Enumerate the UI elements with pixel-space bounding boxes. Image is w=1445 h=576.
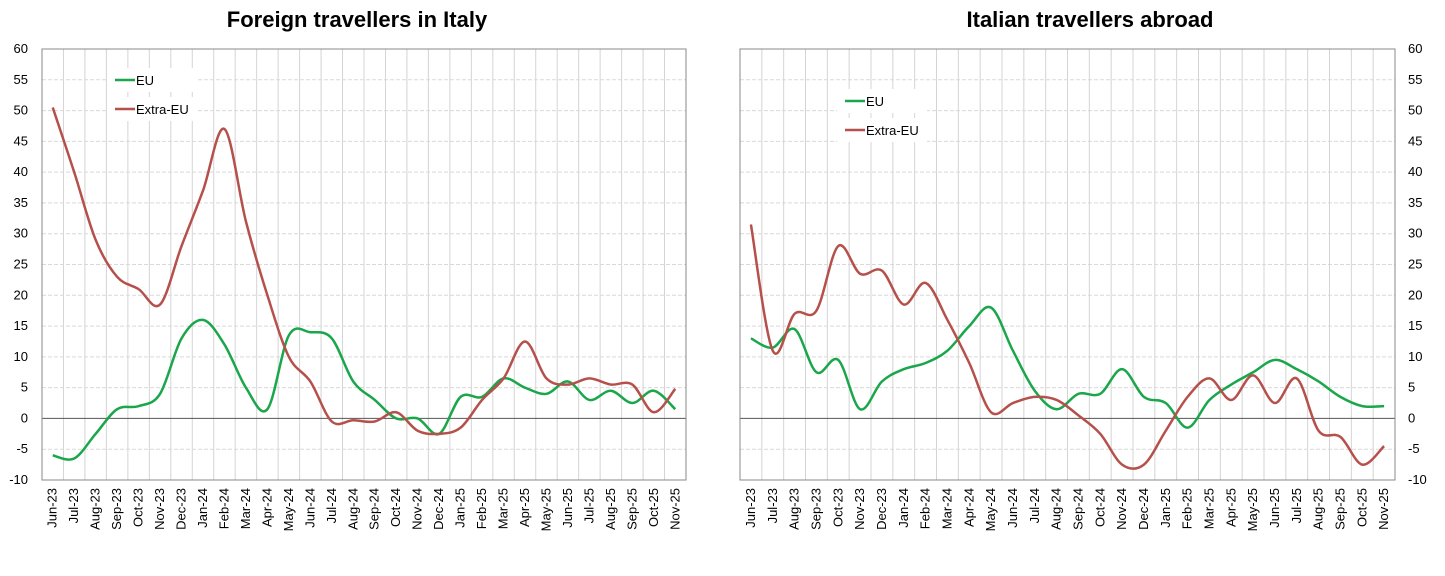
y-tick-label: 40 [14,164,28,179]
x-tick-label: Sep-25 [1332,488,1347,530]
y-tick-label: -5 [16,441,28,456]
x-tick-label: Aug-24 [1049,488,1064,530]
x-tick-label: Feb-24 [216,488,231,529]
legend-label: Extra-EU [866,123,919,138]
x-tick-label: May-24 [983,488,998,531]
y-tick-label: 0 [21,410,28,425]
x-tick-label: Nov-24 [410,488,425,530]
x-tick-label: Nov-25 [1376,488,1391,530]
x-tick-label: Mar-25 [1201,488,1216,529]
x-tick-label: Aug-23 [88,488,103,530]
y-tick-label: 60 [1408,41,1422,56]
chart-title: Italian travellers abroad [967,7,1214,32]
x-tick-label: Jan-24 [195,488,210,528]
x-tick-label: Dec-23 [874,488,889,530]
y-tick-label: 55 [14,72,28,87]
x-tick-label: Jun-25 [1267,488,1282,528]
x-tick-label: Jun-24 [1005,488,1020,528]
x-tick-label: Jul-24 [324,488,339,523]
x-tick-label: Mar-25 [496,488,511,529]
legend-label: Extra-EU [136,102,189,117]
y-tick-label: 35 [14,195,28,210]
chart-italian-travellers: Italian travellers abroad -10 -5 0 5 10 15 20 25… [740,7,1427,531]
y-tick-label: 15 [1408,318,1422,333]
y-tick-label: 40 [1408,164,1422,179]
x-tick-label: Mar-24 [939,488,954,529]
x-tick-label: Jul-23 [66,488,81,523]
x-tick-label: Sep-23 [808,488,823,530]
y-tick-label: 55 [1408,72,1422,87]
x-tick-label: Jul-25 [1289,488,1304,523]
y-tick-label: -10 [1408,472,1427,487]
x-tick-label: Sep-23 [109,488,124,530]
x-tick-label: Sep-25 [624,488,639,530]
x-tick-label: Nov-23 [152,488,167,530]
x-tick-label: Mar-24 [238,488,253,529]
y-tick-label: 5 [1408,380,1415,395]
x-tick-label: Jan-25 [1158,488,1173,528]
x-tick-label: Apr-24 [259,488,274,527]
x-tick-label: Aug-23 [787,488,802,530]
legend-label: EU [136,73,154,88]
x-tick-label: Feb-24 [918,488,933,529]
x-tick-label: May-25 [1245,488,1260,531]
x-tick-label: Apr-24 [961,488,976,527]
x-tick-label: Nov-23 [852,488,867,530]
x-tick-label: Sep-24 [367,488,382,530]
x-tick-label: May-25 [538,488,553,531]
x-tick-label: Dec-24 [1136,488,1151,530]
x-tick-label: Aug-25 [603,488,618,530]
x-tick-label: Oct-24 [388,488,403,527]
chart-title: Foreign travellers in Italy [227,7,488,32]
x-tick-label: Jul-24 [1027,488,1042,523]
x-tick-label: Apr-25 [517,488,532,527]
x-tick-label: Oct-24 [1092,488,1107,527]
x-tick-label: Sep-24 [1070,488,1085,530]
x-tick-label: Oct-25 [646,488,661,527]
y-tick-label: 45 [14,133,28,148]
y-tick-label: 0 [1408,410,1415,425]
y-tick-label: 30 [14,226,28,241]
y-tick-label: 10 [14,349,28,364]
x-tick-label: Feb-25 [474,488,489,529]
y-tick-label: 25 [14,257,28,272]
y-tick-label: 5 [21,380,28,395]
x-tick-label: Jul-23 [765,488,780,523]
y-tick-label: 50 [14,103,28,118]
x-tick-label: Jan-24 [896,488,911,528]
x-tick-label: Feb-25 [1180,488,1195,529]
x-tick-label: Oct-23 [830,488,845,527]
y-tick-label: 45 [1408,133,1422,148]
x-tick-label: Jun-25 [560,488,575,528]
y-tick-label: 35 [1408,195,1422,210]
chart-foreign-travellers: Foreign travellers in Italy -10 -5 0 5 10 15 20… [9,7,686,531]
x-tick-label: Jun-23 [743,488,758,528]
x-tick-label: Jun-24 [302,488,317,528]
y-tick-label: 20 [1408,287,1422,302]
y-tick-label: 30 [1408,226,1422,241]
y-tick-label: -10 [9,472,28,487]
x-tick-label: Aug-25 [1311,488,1326,530]
x-tick-label: Nov-24 [1114,488,1129,530]
legend-label: EU [866,94,884,109]
x-tick-label: Oct-23 [131,488,146,527]
y-tick-label: 20 [14,287,28,302]
x-tick-label: Jul-25 [581,488,596,523]
y-tick-label: 50 [1408,103,1422,118]
x-tick-label: Jun-23 [45,488,60,528]
y-tick-label: -5 [1408,441,1420,456]
y-tick-label: 25 [1408,257,1422,272]
x-tick-label: Apr-25 [1223,488,1238,527]
x-tick-label: Dec-23 [174,488,189,530]
y-tick-label: 10 [1408,349,1422,364]
y-tick-label: 60 [14,41,28,56]
x-tick-label: Nov-25 [667,488,682,530]
x-tick-label: Aug-24 [345,488,360,530]
x-tick-label: Oct-25 [1354,488,1369,527]
x-tick-label: May-24 [281,488,296,531]
x-tick-label: Dec-24 [431,488,446,530]
x-tick-label: Jan-25 [453,488,468,528]
y-tick-label: 15 [14,318,28,333]
